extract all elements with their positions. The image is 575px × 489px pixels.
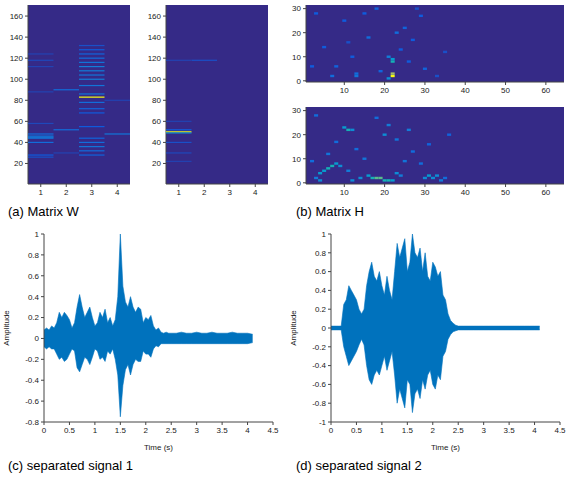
svg-text:1.5: 1.5 xyxy=(115,426,127,435)
svg-text:50: 50 xyxy=(501,86,510,95)
svg-text:0.8: 0.8 xyxy=(28,251,40,260)
svg-text:-0.2: -0.2 xyxy=(25,355,39,364)
svg-text:1: 1 xyxy=(93,426,98,435)
svg-text:20: 20 xyxy=(292,29,301,38)
svg-text:0: 0 xyxy=(322,324,327,333)
svg-text:3: 3 xyxy=(228,188,233,197)
svg-text:140: 140 xyxy=(10,33,24,42)
svg-text:20: 20 xyxy=(380,188,389,197)
svg-text:0.8: 0.8 xyxy=(315,249,327,258)
html-text:(b) Matrix H: (b) Matrix H xyxy=(296,204,364,219)
svg-text:-0.6: -0.6 xyxy=(312,380,326,389)
svg-text:0.4: 0.4 xyxy=(315,286,327,295)
svg-text:1: 1 xyxy=(380,426,385,435)
svg-text:-1: -1 xyxy=(319,418,327,427)
html-text:(a) Matrix W: (a) Matrix W xyxy=(8,204,79,219)
svg-text:4: 4 xyxy=(115,188,120,197)
svg-text:2: 2 xyxy=(144,426,149,435)
svg-text:0.5: 0.5 xyxy=(64,426,76,435)
svg-text:-0.4: -0.4 xyxy=(312,361,326,370)
svg-text:3: 3 xyxy=(90,188,95,197)
svg-text:Amplitude: Amplitude xyxy=(289,310,298,346)
svg-text:60: 60 xyxy=(541,188,550,197)
svg-text:100: 100 xyxy=(10,75,24,84)
html-text:(d) separated signal 2: (d) separated signal 2 xyxy=(296,458,422,473)
svg-text:2: 2 xyxy=(431,426,436,435)
svg-text:0.5: 0.5 xyxy=(351,426,363,435)
svg-text:4: 4 xyxy=(253,188,258,197)
svg-text:1: 1 xyxy=(322,230,327,239)
svg-text:10: 10 xyxy=(340,188,349,197)
svg-text:0.2: 0.2 xyxy=(28,313,40,322)
svg-text:-0.2: -0.2 xyxy=(312,343,326,352)
svg-text:2.5: 2.5 xyxy=(166,426,178,435)
svg-text:60: 60 xyxy=(541,86,550,95)
svg-text:1: 1 xyxy=(177,188,182,197)
svg-text:120: 120 xyxy=(10,54,24,63)
svg-text:10: 10 xyxy=(292,155,301,164)
html-text:(c) separated signal 1: (c) separated signal 1 xyxy=(8,458,133,473)
svg-text:0.6: 0.6 xyxy=(28,272,40,281)
svg-text:30: 30 xyxy=(292,4,301,13)
svg-text:40: 40 xyxy=(152,138,161,147)
svg-text:10: 10 xyxy=(292,53,301,62)
svg-text:20: 20 xyxy=(380,86,389,95)
svg-text:-0.8: -0.8 xyxy=(25,418,39,427)
svg-text:80: 80 xyxy=(152,96,161,105)
svg-text:0.2: 0.2 xyxy=(315,305,327,314)
svg-text:3: 3 xyxy=(481,426,486,435)
svg-text:2: 2 xyxy=(202,188,207,197)
svg-text:0.4: 0.4 xyxy=(28,293,40,302)
svg-text:30: 30 xyxy=(420,86,429,95)
svg-text:20: 20 xyxy=(14,159,23,168)
svg-text:100: 100 xyxy=(148,75,162,84)
svg-text:0: 0 xyxy=(42,426,47,435)
svg-text:0: 0 xyxy=(297,77,302,86)
svg-text:2: 2 xyxy=(64,188,69,197)
svg-text:40: 40 xyxy=(461,188,470,197)
svg-text:20: 20 xyxy=(152,159,161,168)
svg-text:1: 1 xyxy=(39,188,44,197)
svg-text:0: 0 xyxy=(35,334,40,343)
svg-text:10: 10 xyxy=(340,86,349,95)
svg-text:2.5: 2.5 xyxy=(453,426,465,435)
svg-text:160: 160 xyxy=(10,12,24,21)
svg-text:20: 20 xyxy=(292,131,301,140)
svg-text:1.5: 1.5 xyxy=(402,426,414,435)
svg-text:-0.4: -0.4 xyxy=(25,376,39,385)
svg-text:-0.8: -0.8 xyxy=(312,399,326,408)
svg-text:80: 80 xyxy=(14,96,23,105)
svg-text:4.5: 4.5 xyxy=(554,426,566,435)
svg-text:-0.6: -0.6 xyxy=(25,397,39,406)
svg-text:Amplitude: Amplitude xyxy=(2,310,11,346)
svg-text:160: 160 xyxy=(148,12,162,21)
svg-text:140: 140 xyxy=(148,33,162,42)
svg-text:3.5: 3.5 xyxy=(217,426,229,435)
svg-text:Time (s): Time (s) xyxy=(144,443,173,452)
svg-text:0: 0 xyxy=(297,179,302,188)
svg-text:4: 4 xyxy=(245,426,250,435)
svg-text:40: 40 xyxy=(14,138,23,147)
svg-text:60: 60 xyxy=(14,117,23,126)
svg-text:Time (s): Time (s) xyxy=(431,443,460,452)
svg-text:4.5: 4.5 xyxy=(267,426,279,435)
svg-text:3.5: 3.5 xyxy=(504,426,516,435)
svg-text:4: 4 xyxy=(532,426,537,435)
svg-text:0: 0 xyxy=(329,426,334,435)
svg-text:40: 40 xyxy=(461,86,470,95)
svg-text:0.6: 0.6 xyxy=(315,267,327,276)
svg-text:1: 1 xyxy=(35,230,40,239)
svg-text:60: 60 xyxy=(152,117,161,126)
svg-text:50: 50 xyxy=(501,188,510,197)
svg-text:3: 3 xyxy=(194,426,199,435)
svg-text:30: 30 xyxy=(292,106,301,115)
svg-text:120: 120 xyxy=(148,54,162,63)
svg-text:30: 30 xyxy=(420,188,429,197)
